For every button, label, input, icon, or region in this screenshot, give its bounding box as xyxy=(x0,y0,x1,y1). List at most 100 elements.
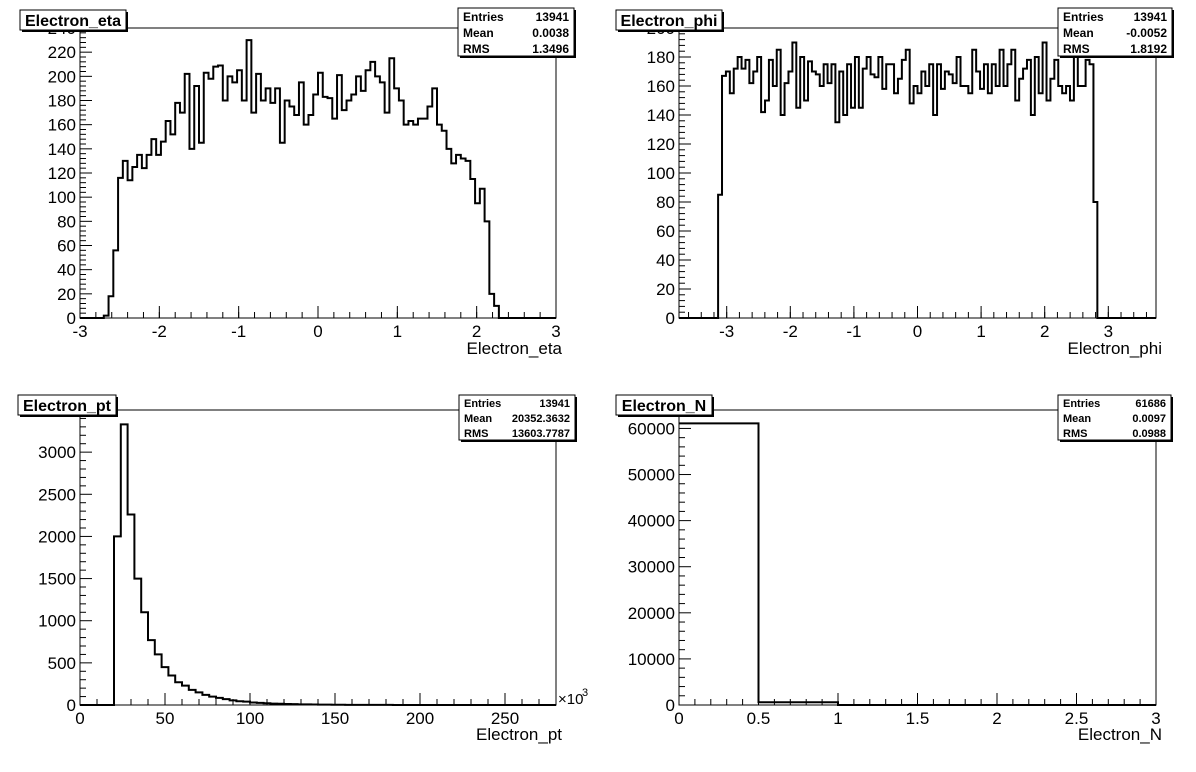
histogram-bin xyxy=(828,83,832,318)
histogram-bin xyxy=(394,88,399,318)
y-tick-label: 40 xyxy=(656,251,675,270)
histogram-bin xyxy=(175,682,182,705)
y-tick-label: 40 xyxy=(57,261,76,280)
histogram-bin xyxy=(835,122,839,318)
histogram-bin xyxy=(270,103,275,318)
histogram-bin xyxy=(132,167,137,318)
y-tick-label: 80 xyxy=(656,193,675,212)
histogram-bin xyxy=(261,101,266,319)
histogram-bin xyxy=(199,143,204,318)
plot-frame xyxy=(678,409,1157,706)
stats-value-entries: 13941 xyxy=(1134,10,1168,24)
histogram-bin xyxy=(151,139,156,318)
histogram-bin xyxy=(890,64,894,318)
histogram-bin xyxy=(366,70,371,318)
histogram-bin xyxy=(304,125,309,318)
histogram-bin xyxy=(968,93,972,318)
stats-key-entries: Entries xyxy=(464,398,501,410)
x-tick-label: 0 xyxy=(674,709,683,728)
histogram-bin xyxy=(859,108,863,318)
x-tick-label: 2 xyxy=(472,322,481,341)
y-tick-label: 10000 xyxy=(628,650,675,669)
histogram-bin xyxy=(1000,50,1004,318)
histogram-bin xyxy=(851,108,855,318)
panel-eta: 020406080100120140160180200220240-3-2-10… xyxy=(19,7,576,358)
x-tick-label: 1.5 xyxy=(906,709,930,728)
stats-key-mean: Mean xyxy=(463,26,494,40)
y-tick-label: 120 xyxy=(48,164,76,183)
stats-key-rms: RMS xyxy=(1063,428,1087,440)
histogram-bin xyxy=(380,82,385,318)
x-tick-label: 0 xyxy=(75,709,84,728)
histogram-bin xyxy=(347,101,352,319)
stats-value-mean: 0.0038 xyxy=(532,26,569,40)
stats-value-entries: 13941 xyxy=(536,10,570,24)
histogram-bin xyxy=(121,424,128,705)
histogram-bin xyxy=(318,73,323,318)
y-tick-label: 100 xyxy=(647,164,675,183)
histogram-bin xyxy=(189,690,196,705)
stats-value-entries: 13941 xyxy=(539,398,570,410)
histogram-bin xyxy=(992,64,996,318)
y-tick-label: 180 xyxy=(48,92,76,111)
histogram-bin xyxy=(1062,93,1066,318)
histogram-bin xyxy=(1086,60,1090,318)
histogram-bin xyxy=(418,119,423,318)
histogram-bin xyxy=(323,97,328,318)
histogram-bin xyxy=(761,112,765,318)
histogram-bin xyxy=(734,69,738,318)
y-tick-label: 0 xyxy=(666,309,675,328)
histogram-bin xyxy=(437,125,442,318)
y-tick-label: 180 xyxy=(647,48,675,67)
y-tick-label: 220 xyxy=(48,43,76,62)
histogram-bin xyxy=(773,86,777,318)
stats-key-entries: Entries xyxy=(1063,10,1104,24)
y-tick-label: 60 xyxy=(656,222,675,241)
histogram-bin xyxy=(180,113,185,318)
y-tick-label: 160 xyxy=(647,77,675,96)
histogram-bin xyxy=(902,60,906,318)
histogram-bin xyxy=(128,515,135,705)
histogram-bin xyxy=(816,74,820,318)
stats-key-mean: Mean xyxy=(1063,413,1091,425)
histogram-bin xyxy=(142,168,147,318)
y-tick-label: 30000 xyxy=(628,558,675,577)
y-tick-label: 1000 xyxy=(38,612,76,631)
chart-title: Electron_eta xyxy=(25,13,121,30)
x-tick-label: 0.5 xyxy=(747,709,771,728)
histogram-bin xyxy=(1023,69,1027,318)
histogram-bin xyxy=(949,74,953,318)
stats-key-rms: RMS xyxy=(1063,42,1090,56)
y-tick-label: 100 xyxy=(48,188,76,207)
histogram-bin xyxy=(442,131,447,318)
histogram-bin xyxy=(456,155,461,318)
histogram-bin xyxy=(332,119,337,318)
histogram-bin xyxy=(781,115,785,318)
x-tick-label: -2 xyxy=(783,322,798,341)
histogram-bin xyxy=(423,119,428,318)
y-tick-label: 20 xyxy=(656,280,675,299)
histogram-bin xyxy=(209,79,214,318)
histogram-bin xyxy=(475,203,480,318)
histogram-bin xyxy=(375,76,380,318)
stats-value-rms: 1.3496 xyxy=(532,42,569,56)
histogram-bin xyxy=(886,64,890,318)
histogram-bin xyxy=(328,98,333,318)
x-tick-label: 3 xyxy=(1104,322,1113,341)
histogram-bin xyxy=(1039,93,1043,318)
y-tick-label: 200 xyxy=(48,67,76,86)
histogram-bin xyxy=(413,125,418,318)
histogram-bin xyxy=(308,115,313,318)
y-tick-label: 60 xyxy=(57,237,76,256)
stats-box xyxy=(457,7,575,57)
y-tick-label: 80 xyxy=(57,212,76,231)
histogram-bin xyxy=(980,89,984,318)
stats-value-mean: 20352.3632 xyxy=(512,413,570,425)
histogram-bin xyxy=(941,89,945,318)
chart-title: Electron_N xyxy=(622,398,706,415)
y-tick-label: 2500 xyxy=(38,485,76,504)
panel-phi: 020406080100120140160180200-3-2-10123Ele… xyxy=(615,7,1174,358)
histogram-bin xyxy=(147,155,152,318)
y-tick-label: 140 xyxy=(48,140,76,159)
x-tick-label: 1 xyxy=(393,322,402,341)
